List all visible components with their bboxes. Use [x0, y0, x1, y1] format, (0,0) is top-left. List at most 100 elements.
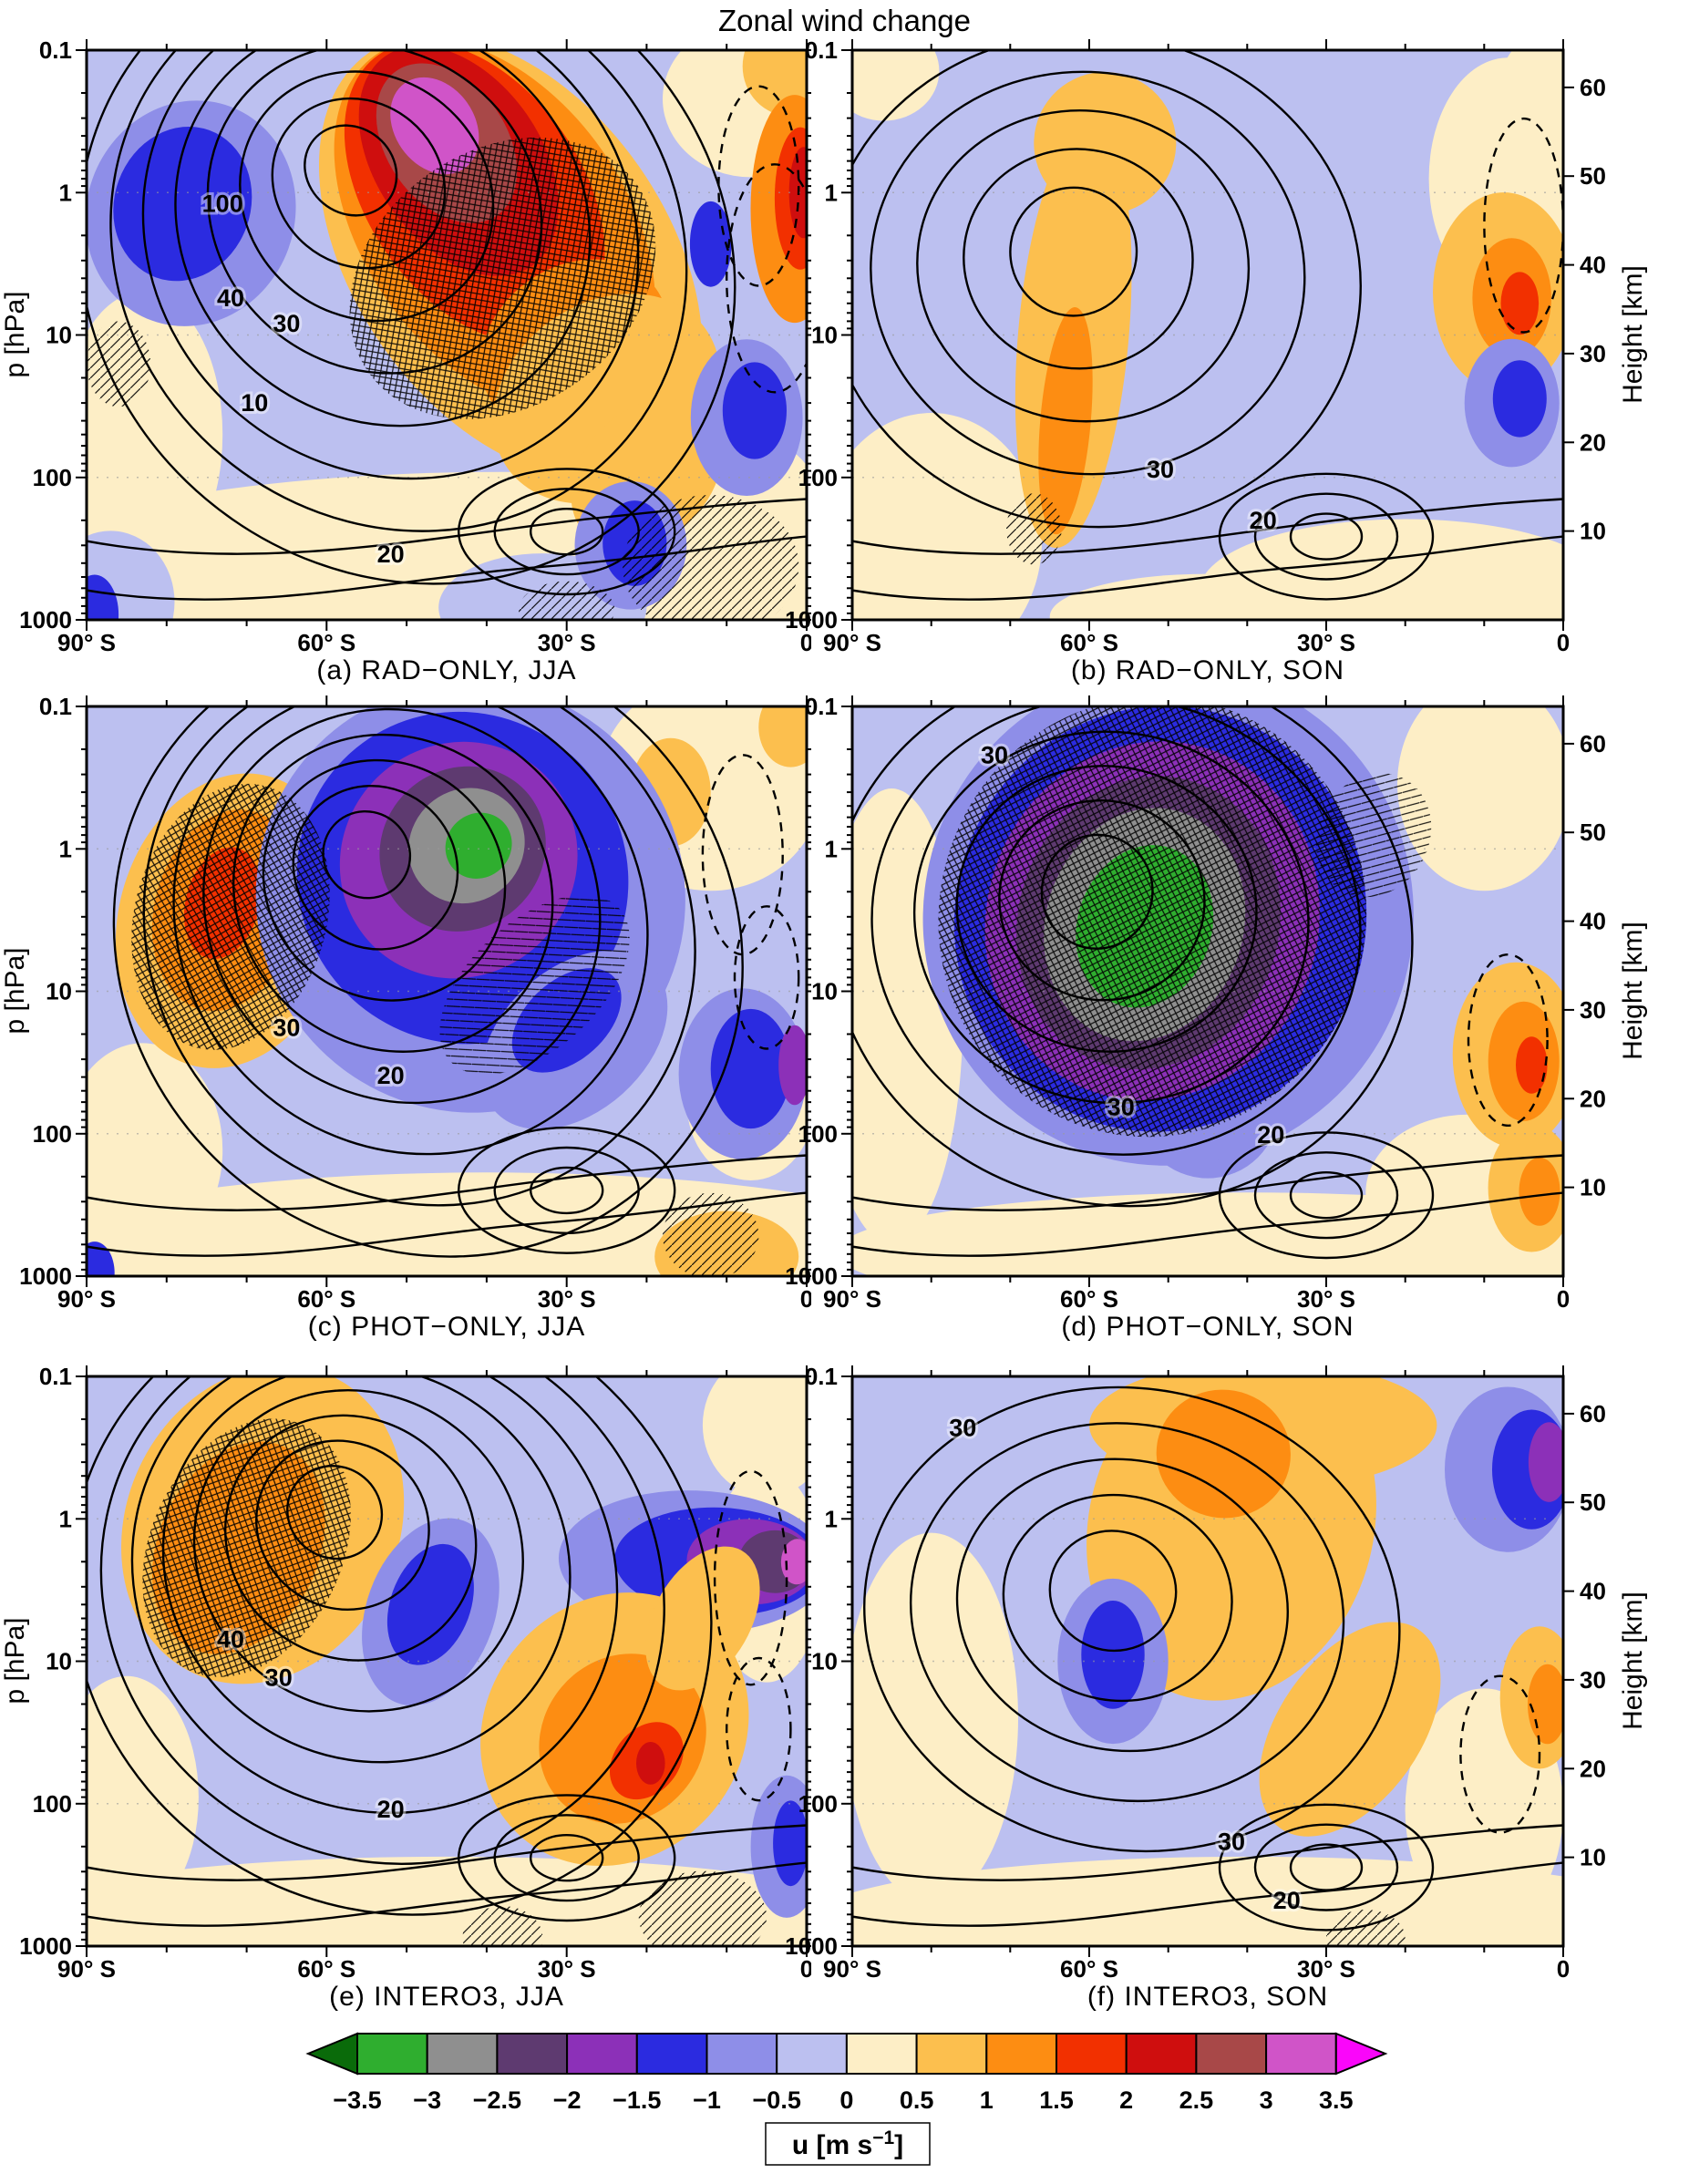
- colorbar-segment: [776, 2033, 848, 2075]
- colorbar-tick-label: 1.5: [1039, 2086, 1074, 2114]
- colorbar-tick-label: 0: [839, 2086, 853, 2114]
- pressure-tick-label: 100: [798, 1790, 838, 1818]
- pressure-tick-label: 1000: [19, 1932, 72, 1960]
- shading-region: [778, 1025, 807, 1106]
- x-tick-label: 60° S: [1060, 629, 1118, 656]
- colorbar-svg: −3.5 −3 −2.5 −2 −1.5 −1 −0.5 0 0.5 1 1.5 2 2.5 3 3.5 u …: [305, 2032, 1388, 2166]
- height-tick-label: 50: [1580, 1489, 1606, 1516]
- pressure-tick-label: 1: [825, 1505, 838, 1532]
- x-tick-label: 90° S: [823, 1285, 881, 1313]
- caption-a: (a) RAD−ONLY, JJA: [316, 655, 577, 685]
- x-tick-label: 30° S: [538, 1955, 596, 1983]
- contour-label: 30: [273, 310, 300, 337]
- hatch-region: [1315, 773, 1432, 898]
- height-tick-label: 20: [1580, 1085, 1606, 1112]
- height-tick-label: 10: [1580, 518, 1606, 545]
- shading-region: [1492, 360, 1547, 438]
- hatch-region: [1006, 493, 1062, 565]
- x-tick-label: 90° S: [57, 629, 116, 656]
- colorbar-segment: [1125, 2033, 1198, 2075]
- colorbar-tick-label: 2.5: [1179, 2086, 1214, 2114]
- pressure-tick-label: 0.1: [805, 1364, 838, 1390]
- hatch-region: [87, 321, 151, 407]
- height-tick-label: 30: [1580, 996, 1606, 1024]
- x-tick-label: 60° S: [297, 1955, 355, 1983]
- contour-label: 20: [377, 541, 405, 568]
- colorbar-segment: [705, 2033, 778, 2075]
- colorbar-segment: [566, 2033, 638, 2075]
- axes: 90° S 60° S 30° S 0 0.1 1 10 100 1000 10 20 30 40 50 6…: [785, 1364, 1606, 1983]
- figure-title: Zonal wind change: [717, 4, 972, 37]
- shading-region: [645, 1546, 760, 1691]
- x-tick-label: 0: [1557, 1955, 1570, 1983]
- pressure-tick-label: 1: [825, 835, 838, 862]
- contour-label: 30: [1147, 456, 1174, 483]
- colorbar-tick-label: −1: [693, 2086, 721, 2114]
- height-tick-label: 60: [1580, 74, 1606, 101]
- contour-label: 30: [1218, 1829, 1245, 1856]
- shading-region: [87, 1675, 199, 1919]
- x-tick-label: 0: [1557, 629, 1570, 656]
- height-tick-label: 50: [1580, 162, 1606, 190]
- shading-region: [1034, 72, 1177, 215]
- contour-label: 30: [949, 1415, 976, 1442]
- caption-e: (e) INTERO3, JJA: [329, 1982, 564, 2012]
- hatching-layer: [142, 1418, 767, 1946]
- contour-labels: 100 40 30 10 20: [200, 188, 407, 571]
- hatch-region: [142, 1418, 351, 1677]
- hatching-layer: [1326, 1910, 1406, 1946]
- caption-c: (c) PHOT−ONLY, JJA: [307, 1312, 586, 1342]
- colorbar-tick-label: −0.5: [753, 2086, 801, 2114]
- shading-layer: [852, 1376, 1563, 1946]
- height-tick-label: 30: [1580, 340, 1606, 367]
- hatch-region: [439, 894, 630, 1075]
- x-tick-label: 30° S: [1297, 629, 1355, 656]
- height-tick-label: 50: [1580, 819, 1606, 846]
- pressure-tick-label: 1000: [785, 1262, 838, 1290]
- pressure-tick-label: 10: [811, 1648, 838, 1675]
- contour-labels: 30 30 20: [946, 1412, 1303, 1918]
- colorbar-segment: [985, 2033, 1057, 2075]
- height-tick-label: 40: [1580, 908, 1606, 935]
- hatch-region: [663, 1192, 759, 1276]
- shading-region: [1528, 1422, 1563, 1502]
- pressure-tick-label: 1000: [19, 1262, 72, 1290]
- contour-lines: [87, 1376, 807, 1927]
- x-tick-label: 30° S: [538, 1285, 596, 1313]
- contour-label: 20: [1273, 1887, 1301, 1914]
- pressure-tick-label: 1: [59, 835, 72, 862]
- hatching-layer: [87, 137, 799, 620]
- hatching-layer: [131, 783, 759, 1276]
- pressure-tick-label: 100: [33, 1120, 72, 1148]
- shading-region: [710, 1008, 791, 1129]
- hatch-region: [131, 783, 330, 1050]
- colorbar-tick-label: −2: [553, 2086, 582, 2114]
- pressure-tick-label: 0.1: [805, 37, 838, 64]
- x-tick-label: 60° S: [1060, 1285, 1118, 1313]
- panel-c: 30 20 90° S 60° S 30° S 0 0.1 1 10 100 1000: [19, 694, 811, 1313]
- panel-e: 40 30 20 90° S 60° S 30° S 0 0.1 1 10 100 1000: [19, 1364, 811, 1983]
- x-tick-label: 0: [1557, 1285, 1570, 1313]
- x-tick-label: 30° S: [1297, 1285, 1355, 1313]
- shading-region: [1499, 50, 1563, 137]
- contour-label: 40: [217, 1625, 244, 1653]
- pressure-tick-label: 10: [46, 1648, 72, 1675]
- height-tick-label: 40: [1580, 1578, 1606, 1605]
- axes: 90° S 60° S 30° S 0 0.1 1 10 100 1000: [19, 37, 811, 656]
- colorbar-segment: [356, 2033, 428, 2075]
- caption-f: (f) INTERO3, SON: [1087, 1982, 1329, 2012]
- axes: 90° S 60° S 30° S 0 0.1 1 10 100 1000: [19, 1364, 811, 1983]
- contour-label: 40: [217, 284, 244, 312]
- shading-region: [1049, 573, 1366, 620]
- shading-region: [1528, 1664, 1563, 1745]
- hatching-layer: [1006, 493, 1062, 565]
- colorbar-segment: [426, 2033, 499, 2075]
- height-axis-label: Height [km]: [1618, 265, 1648, 404]
- pressure-axis-label: p [hPa]: [0, 947, 30, 1035]
- x-tick-label: 60° S: [297, 629, 355, 656]
- contour-lines: [852, 1386, 1563, 1932]
- x-tick-label: 0: [800, 1285, 811, 1313]
- height-tick-label: 20: [1580, 428, 1606, 456]
